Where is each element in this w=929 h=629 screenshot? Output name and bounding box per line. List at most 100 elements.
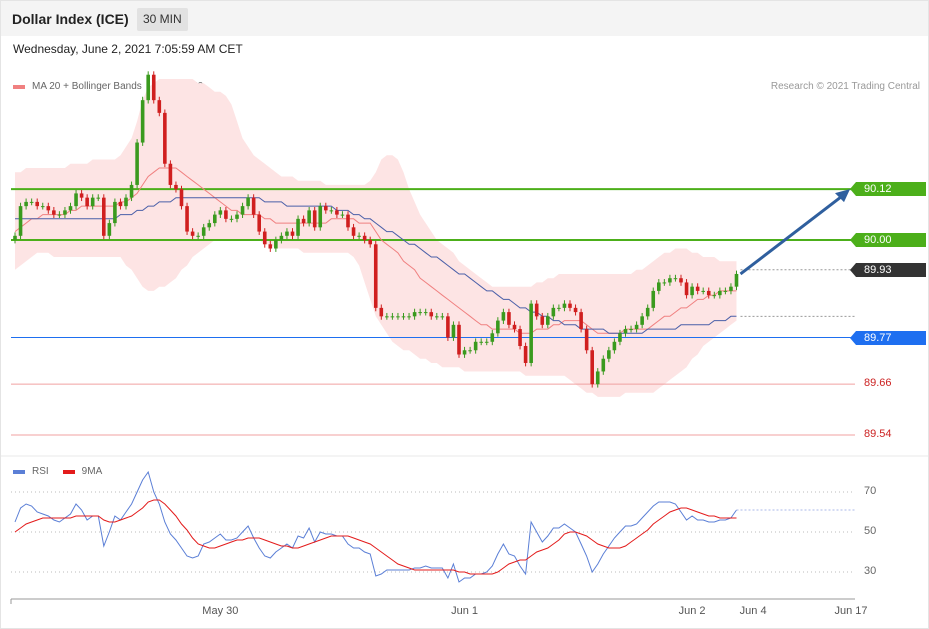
- level-tag-90-12: 90.12: [850, 182, 926, 197]
- candle-down: [346, 214, 350, 228]
- candle-up: [418, 312, 422, 314]
- candle-down: [523, 346, 528, 363]
- candle-up: [468, 350, 472, 352]
- candle-up: [90, 197, 95, 207]
- candle-down: [257, 214, 261, 232]
- candle-up: [196, 235, 200, 237]
- candle-up: [146, 74, 150, 101]
- candle-up: [629, 329, 633, 331]
- candle-down: [368, 240, 372, 245]
- candle-down: [163, 112, 167, 164]
- candle-up: [640, 316, 644, 325]
- candle-down: [362, 235, 367, 241]
- candle-up: [490, 333, 495, 342]
- candle-up: [607, 350, 611, 359]
- candle-down: [251, 197, 256, 215]
- candle-down: [46, 206, 51, 211]
- datetime-label: Wednesday, June 2, 2021 7:05:59 AM CET: [13, 42, 243, 56]
- candle-up: [385, 316, 389, 318]
- candle-down: [179, 189, 184, 207]
- candle-down: [379, 307, 384, 317]
- candle-down: [446, 316, 450, 338]
- rsi-ma-line: [14, 499, 737, 575]
- rsi-level-50: 50: [864, 525, 877, 537]
- candle-down: [457, 324, 461, 355]
- candle-up: [107, 223, 112, 236]
- candle-up: [623, 329, 628, 334]
- timeframe-badge[interactable]: 30 MIN: [137, 8, 188, 31]
- candle-up: [229, 218, 234, 220]
- candle-down: [118, 201, 123, 207]
- time-label-may30: May 30: [202, 605, 239, 617]
- ma20-legend-swatch: [13, 84, 25, 89]
- candle-up: [29, 201, 34, 203]
- candle-down: [224, 210, 228, 219]
- candle-up: [57, 214, 62, 216]
- candle-down: [540, 316, 545, 325]
- candle-up: [274, 240, 278, 249]
- candle-down: [312, 210, 317, 228]
- candle-up: [546, 316, 550, 325]
- time-label-jun4: Jun 4: [739, 605, 767, 617]
- candle-down: [151, 74, 156, 101]
- candle-up: [412, 312, 417, 317]
- rsi-legend-swatch: [13, 469, 25, 474]
- candle-up: [484, 341, 489, 343]
- candle-up: [329, 210, 334, 212]
- candle-down: [684, 282, 689, 296]
- candle-up: [357, 235, 361, 237]
- candle-up: [562, 303, 567, 308]
- candle-up: [701, 290, 705, 292]
- candle-up: [340, 214, 345, 216]
- candle-down: [52, 210, 56, 215]
- level-label-89-66: 89.66: [864, 377, 892, 390]
- candle-down: [579, 312, 583, 330]
- candle-up: [690, 286, 694, 296]
- candle-up: [207, 223, 212, 228]
- rsi-panel: [11, 470, 855, 583]
- candle-up: [390, 316, 395, 318]
- rsi-level-70: 70: [864, 485, 877, 497]
- level-label-89-54: 89.54: [864, 428, 892, 441]
- candle-up: [440, 316, 445, 318]
- copyright-label: Research © 2021 Trading Central: [770, 81, 920, 92]
- candle-up: [451, 324, 456, 338]
- candle-up: [718, 290, 722, 296]
- candle-up: [201, 227, 206, 236]
- candle-up: [296, 218, 300, 236]
- candle-down: [324, 206, 328, 211]
- instrument-title: Dollar Index (ICE): [12, 11, 129, 27]
- candle-down: [35, 201, 39, 207]
- candle-up: [140, 100, 145, 143]
- candle-up: [529, 303, 533, 363]
- candle-up: [496, 320, 500, 334]
- candle-up: [246, 197, 250, 207]
- candle-up: [13, 235, 17, 241]
- bollinger-bands: [15, 79, 737, 397]
- candle-up: [723, 290, 728, 292]
- candle-up: [729, 286, 733, 291]
- rsi-legend-label: RSI: [32, 466, 49, 477]
- candle-up: [612, 341, 617, 351]
- rsi-line: [14, 470, 737, 583]
- candle-up: [651, 290, 656, 308]
- candle-up: [63, 210, 67, 215]
- candle-up: [595, 371, 600, 385]
- candle-up: [423, 312, 428, 314]
- candle-up: [657, 282, 661, 291]
- candle-up: [473, 341, 478, 351]
- candle-up: [662, 282, 667, 284]
- candle-up: [645, 307, 650, 317]
- candle-up: [113, 201, 117, 224]
- candle-down: [351, 227, 356, 236]
- candle-up: [24, 201, 28, 207]
- candle-down: [168, 163, 173, 185]
- candle-down: [262, 231, 267, 245]
- candle-up: [435, 316, 439, 318]
- candle-up: [218, 210, 223, 215]
- rsi-ma-legend-swatch: [62, 469, 75, 474]
- candle-up: [551, 307, 556, 317]
- candle-down: [102, 197, 106, 236]
- candle-down: [534, 303, 539, 317]
- candle-up: [96, 197, 101, 199]
